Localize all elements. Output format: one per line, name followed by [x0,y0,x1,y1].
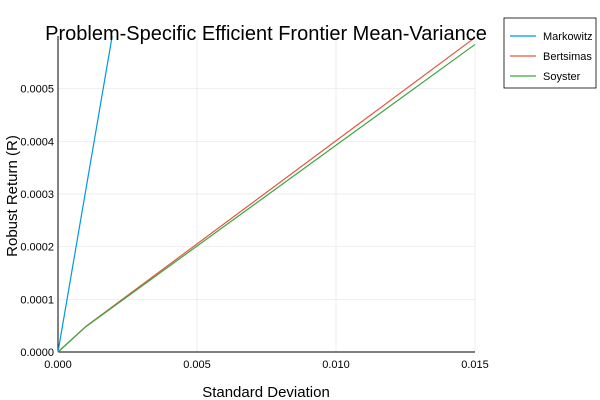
y-tick-label: 0.0000 [20,347,54,359]
x-axis-label: Standard Deviation [202,384,330,400]
axes [57,36,475,353]
legend-label-markowitz: Markowitz [543,31,593,43]
chart-title: Problem-Specific Efficient Frontier Mean… [45,23,487,45]
y-tick-labels: 0.0000 0.0001 0.0002 0.0003 0.0004 0.0005 [20,84,54,359]
x-tick-label: 0.000 [44,359,72,371]
x-tick-label: 0.005 [183,359,211,371]
y-tick-label: 0.0002 [20,242,54,254]
series-line-soyster [57,43,476,353]
x-tick-label: 0.015 [461,359,489,371]
legend-label-soyster: Soyster [543,71,581,83]
y-tick-label: 0.0003 [20,189,54,201]
y-tick-label: 0.0005 [20,84,54,96]
x-tick-label: 0.010 [322,359,350,371]
series-line-markowitz [57,35,113,353]
y-tick-label: 0.0001 [20,294,54,306]
x-tick-labels: 0.000 0.005 0.010 0.015 [44,359,489,371]
legend: Markowitz Bertsimas Soyster [503,17,597,89]
series-lines [57,35,476,353]
y-axis-label: Robust Return (R) [4,135,21,257]
legend-label-bertsimas: Bertsimas [543,51,592,63]
series-line-bertsimas [57,37,476,353]
y-tick-label: 0.0004 [20,136,54,148]
